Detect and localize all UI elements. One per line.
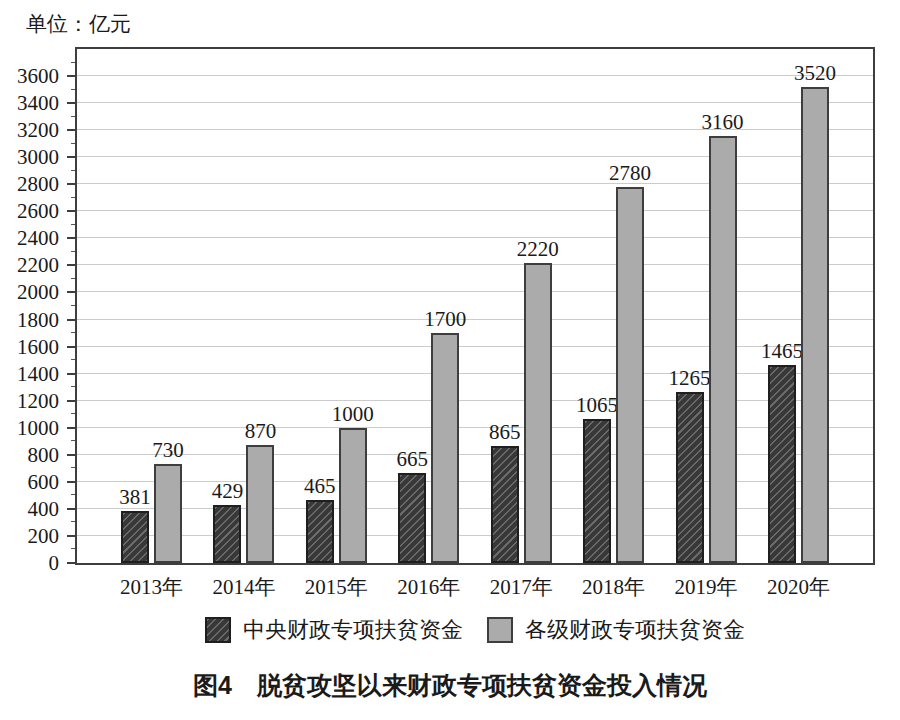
y-tick-label: 1800 bbox=[17, 309, 59, 331]
x-tick-label: 2014年 bbox=[212, 573, 275, 601]
bar-value-label: 865 bbox=[489, 420, 521, 445]
y-major-tick bbox=[67, 346, 75, 348]
bar: 1065 bbox=[583, 419, 611, 563]
y-tick-label: 0 bbox=[49, 552, 60, 574]
legend-label: 各级财政专项扶贫资金 bbox=[525, 615, 745, 645]
bar: 381 bbox=[121, 511, 149, 563]
y-major-tick bbox=[67, 264, 75, 266]
bar-group: 146535202020年 bbox=[768, 49, 829, 563]
bar: 2220 bbox=[524, 263, 552, 563]
unit-label: 单位：亿元 bbox=[26, 10, 131, 38]
legend-item-central-funds: 中央财政专项扶贫资金 bbox=[205, 615, 463, 645]
y-tick-label: 3000 bbox=[17, 146, 59, 168]
bar: 865 bbox=[491, 446, 519, 563]
y-tick-label: 400 bbox=[28, 498, 60, 520]
y-major-tick bbox=[67, 183, 75, 185]
bar: 3520 bbox=[801, 87, 829, 563]
y-major-tick bbox=[67, 508, 75, 510]
bar-group: 3817302013年 bbox=[121, 49, 182, 563]
plot-area: 3817302013年4298702014年46510002015年665170… bbox=[75, 47, 875, 565]
x-tick-label: 2015年 bbox=[305, 573, 368, 601]
y-major-tick bbox=[67, 102, 75, 104]
bar-value-label: 1000 bbox=[332, 402, 374, 427]
bar-group: 86522202017年 bbox=[491, 49, 552, 563]
bar: 1265 bbox=[676, 392, 704, 563]
y-major-tick bbox=[67, 373, 75, 375]
bar: 665 bbox=[398, 473, 426, 563]
y-tick-label: 2600 bbox=[17, 200, 59, 222]
y-major-tick bbox=[67, 291, 75, 293]
bar: 3160 bbox=[709, 136, 737, 563]
y-major-tick bbox=[67, 400, 75, 402]
bar-group: 46510002015年 bbox=[306, 49, 367, 563]
y-tick-label: 800 bbox=[28, 444, 60, 466]
bar: 465 bbox=[306, 500, 334, 563]
y-tick-label: 3400 bbox=[17, 92, 59, 114]
bar-value-label: 1265 bbox=[669, 366, 711, 391]
bar-value-label: 1065 bbox=[576, 393, 618, 418]
y-tick-label: 2800 bbox=[17, 173, 59, 195]
y-tick-label: 600 bbox=[28, 471, 60, 493]
legend: 中央财政专项扶贫资金 各级财政专项扶贫资金 bbox=[75, 615, 875, 645]
bar: 1465 bbox=[768, 365, 796, 563]
bar-value-label: 429 bbox=[212, 479, 244, 504]
bar-value-label: 1700 bbox=[424, 307, 466, 332]
bar-value-label: 870 bbox=[245, 419, 277, 444]
bar-value-label: 465 bbox=[304, 474, 336, 499]
y-major-tick bbox=[67, 562, 75, 564]
y-major-tick bbox=[67, 129, 75, 131]
y-tick-label: 3600 bbox=[17, 65, 59, 87]
x-tick-label: 2016年 bbox=[397, 573, 460, 601]
y-major-tick bbox=[67, 75, 75, 77]
x-tick-label: 2017年 bbox=[490, 573, 553, 601]
y-major-tick bbox=[67, 427, 75, 429]
y-tick-label: 200 bbox=[28, 525, 60, 547]
bar-value-label: 2780 bbox=[609, 161, 651, 186]
gray-solid-swatch-icon bbox=[487, 617, 513, 643]
bar: 870 bbox=[246, 445, 274, 563]
y-tick-label: 2400 bbox=[17, 227, 59, 249]
bar-value-label: 2220 bbox=[517, 237, 559, 262]
bar-group: 66517002016年 bbox=[398, 49, 459, 563]
bar-value-label: 381 bbox=[119, 485, 151, 510]
y-tick-label: 1400 bbox=[17, 363, 59, 385]
bar-value-label: 730 bbox=[152, 438, 184, 463]
y-major-tick bbox=[67, 535, 75, 537]
y-tick-label: 2200 bbox=[17, 254, 59, 276]
bar: 1700 bbox=[431, 333, 459, 563]
y-axis: 0200400600800100012001400160018002000220… bbox=[0, 47, 75, 565]
bars-container: 3817302013年4298702014年46510002015年665170… bbox=[77, 49, 873, 563]
bar-group: 126531602019年 bbox=[676, 49, 737, 563]
y-tick-label: 1200 bbox=[17, 390, 59, 412]
bar: 2780 bbox=[616, 187, 644, 563]
bar-value-label: 3520 bbox=[794, 61, 836, 86]
y-tick-label: 1000 bbox=[17, 417, 59, 439]
legend-item-all-level-funds: 各级财政专项扶贫资金 bbox=[487, 615, 745, 645]
y-tick-label: 2000 bbox=[17, 281, 59, 303]
dark-hatched-swatch-icon bbox=[205, 617, 231, 643]
y-tick-label: 3200 bbox=[17, 119, 59, 141]
x-tick-label: 2013年 bbox=[120, 573, 183, 601]
x-tick-label: 2020年 bbox=[767, 573, 830, 601]
bar-group: 4298702014年 bbox=[213, 49, 274, 563]
x-tick-label: 2018年 bbox=[582, 573, 645, 601]
bar: 730 bbox=[154, 464, 182, 563]
y-major-tick bbox=[67, 237, 75, 239]
bar-group: 106527802018年 bbox=[583, 49, 644, 563]
bar: 429 bbox=[213, 505, 241, 563]
y-major-tick bbox=[67, 481, 75, 483]
y-major-tick bbox=[67, 454, 75, 456]
y-major-tick bbox=[67, 319, 75, 321]
y-major-tick bbox=[67, 210, 75, 212]
bar-value-label: 3160 bbox=[702, 110, 744, 135]
bar-value-label: 665 bbox=[397, 447, 429, 472]
bar-value-label: 1465 bbox=[761, 339, 803, 364]
bar: 1000 bbox=[339, 428, 367, 563]
x-tick-label: 2019年 bbox=[675, 573, 738, 601]
y-tick-label: 1600 bbox=[17, 336, 59, 358]
chart-title: 图4 脱贫攻坚以来财政专项扶贫资金投入情况 bbox=[0, 669, 900, 702]
legend-label: 中央财政专项扶贫资金 bbox=[243, 615, 463, 645]
y-major-tick bbox=[67, 156, 75, 158]
